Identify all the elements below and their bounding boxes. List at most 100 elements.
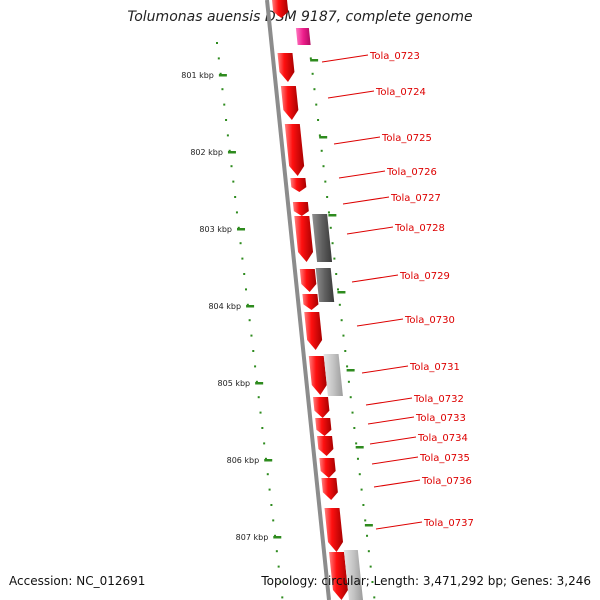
kbp-tick-minor bbox=[322, 165, 325, 168]
kbp-tick-minor bbox=[223, 103, 226, 106]
kbp-tick-major bbox=[337, 291, 346, 294]
cds-dark-box[interactable] bbox=[315, 268, 335, 302]
kbp-tick-minor bbox=[331, 242, 334, 245]
gene-label[interactable]: Tola_0728 bbox=[394, 223, 445, 234]
kbp-tick-minor bbox=[313, 88, 316, 91]
gene-label[interactable]: Tola_0727 bbox=[390, 193, 441, 204]
gene-label-leader bbox=[351, 274, 399, 283]
kbp-tick-minor bbox=[318, 134, 321, 137]
kbp-tick-minor bbox=[358, 473, 361, 476]
kbp-tick-major bbox=[237, 228, 246, 231]
kbp-tick-minor bbox=[254, 365, 257, 368]
gene-label[interactable]: Tola_0725 bbox=[381, 133, 432, 144]
gene-label[interactable]: Tola_0737 bbox=[423, 518, 474, 529]
gene-label-leader bbox=[371, 456, 419, 465]
kbp-tick-minor bbox=[225, 119, 228, 121]
kbp-tick-minor bbox=[277, 565, 280, 568]
kbp-tick-minor bbox=[228, 149, 231, 152]
kbp-scale-label: 802 kbp bbox=[190, 148, 223, 157]
cds-arrow-forward[interactable] bbox=[321, 478, 338, 500]
kbp-tick-minor bbox=[340, 319, 343, 322]
kbp-tick-minor bbox=[362, 504, 365, 506]
gene-label-leader bbox=[361, 365, 409, 374]
kbp-tick-minor bbox=[221, 88, 224, 91]
kbp-tick-minor bbox=[281, 596, 284, 599]
kbp-tick-minor bbox=[347, 380, 350, 383]
gene-label-leader bbox=[369, 436, 417, 445]
kbp-scale-label: 805 kbp bbox=[218, 379, 251, 388]
cds-arrow-forward[interactable] bbox=[329, 552, 348, 600]
cds-arrow-forward[interactable] bbox=[302, 294, 319, 310]
gene-label-leader bbox=[367, 416, 415, 425]
cds-arrow-forward[interactable] bbox=[317, 436, 334, 456]
kbp-tick-minor bbox=[369, 565, 372, 568]
kbp-tick-minor bbox=[234, 196, 237, 198]
cds-arrow-forward[interactable] bbox=[324, 508, 344, 552]
kbp-tick-minor bbox=[274, 534, 277, 537]
cds-highlight-box[interactable] bbox=[295, 28, 311, 45]
cds-arrow-forward[interactable] bbox=[280, 86, 299, 120]
kbp-tick-major bbox=[319, 136, 328, 139]
kbp-tick-minor bbox=[266, 473, 269, 476]
kbp-tick-minor bbox=[246, 303, 249, 306]
kbp-tick-minor bbox=[338, 303, 341, 306]
kbp-tick-minor bbox=[275, 550, 278, 553]
kbp-tick-minor bbox=[263, 442, 266, 445]
gene-label[interactable]: Tola_0734 bbox=[417, 433, 468, 444]
kbp-tick-minor bbox=[232, 180, 235, 183]
kbp-tick-minor bbox=[360, 488, 363, 491]
cds-light-box[interactable] bbox=[343, 550, 363, 600]
kbp-scale-label: 803 kbp bbox=[199, 225, 232, 234]
cds-arrow-forward[interactable] bbox=[315, 418, 332, 436]
cds-arrow-forward[interactable] bbox=[292, 202, 309, 216]
gene-label[interactable]: Tola_0726 bbox=[386, 167, 437, 178]
cds-light-box[interactable] bbox=[323, 354, 343, 396]
kbp-tick-minor bbox=[335, 273, 338, 275]
kbp-tick-minor bbox=[344, 350, 347, 352]
kbp-tick-minor bbox=[337, 288, 340, 291]
kbp-tick-minor bbox=[250, 334, 253, 337]
kbp-tick-minor bbox=[261, 427, 264, 429]
cds-arrow-forward[interactable] bbox=[284, 124, 305, 176]
cds-arrow-forward[interactable] bbox=[304, 312, 323, 350]
kbp-tick-minor bbox=[346, 365, 349, 368]
kbp-tick-minor bbox=[356, 457, 359, 460]
cds-arrow-forward[interactable] bbox=[308, 356, 327, 395]
gene-label-leader bbox=[375, 521, 423, 530]
gene-label[interactable]: Tola_0724 bbox=[375, 87, 426, 98]
gene-label[interactable]: Tola_0736 bbox=[421, 476, 472, 487]
cds-arrow-forward[interactable] bbox=[272, 0, 289, 18]
gene-label[interactable]: Tola_0730 bbox=[404, 315, 455, 326]
kbp-tick-minor bbox=[245, 288, 248, 291]
kbp-tick-minor bbox=[309, 57, 312, 60]
kbp-tick-minor bbox=[355, 442, 358, 445]
kbp-tick-major bbox=[255, 382, 264, 385]
kbp-tick-minor bbox=[349, 396, 352, 399]
kbp-tick-minor bbox=[217, 57, 220, 60]
cds-arrow-forward[interactable] bbox=[277, 53, 295, 82]
kbp-tick-minor bbox=[364, 519, 367, 522]
gene-label[interactable]: Tola_0729 bbox=[399, 271, 450, 282]
gene-label[interactable]: Tola_0731 bbox=[409, 362, 460, 373]
gene-label[interactable]: Tola_0723 bbox=[369, 51, 420, 62]
gene-label-leader bbox=[321, 54, 369, 63]
kbp-tick-minor bbox=[219, 72, 222, 75]
kbp-tick-major bbox=[218, 74, 227, 77]
cds-arrow-forward[interactable] bbox=[319, 458, 336, 478]
gene-label[interactable]: Tola_0732 bbox=[413, 394, 464, 405]
kbp-tick-major bbox=[346, 369, 355, 372]
cds-dark-box[interactable] bbox=[312, 214, 333, 262]
gene-label[interactable]: Tola_0733 bbox=[415, 413, 466, 424]
kbp-tick-minor bbox=[366, 534, 369, 537]
kbp-tick-minor bbox=[239, 242, 242, 245]
kbp-tick-minor bbox=[230, 165, 233, 168]
cds-arrow-forward[interactable] bbox=[294, 216, 314, 262]
cds-arrow-forward[interactable] bbox=[299, 269, 317, 292]
kbp-tick-major bbox=[246, 305, 255, 308]
gene-label[interactable]: Tola_0735 bbox=[419, 453, 470, 464]
cds-arrow-forward[interactable] bbox=[313, 397, 330, 418]
cds-arrow-forward[interactable] bbox=[290, 178, 307, 192]
kbp-tick-major bbox=[364, 524, 373, 527]
kbp-tick-minor bbox=[327, 211, 330, 214]
